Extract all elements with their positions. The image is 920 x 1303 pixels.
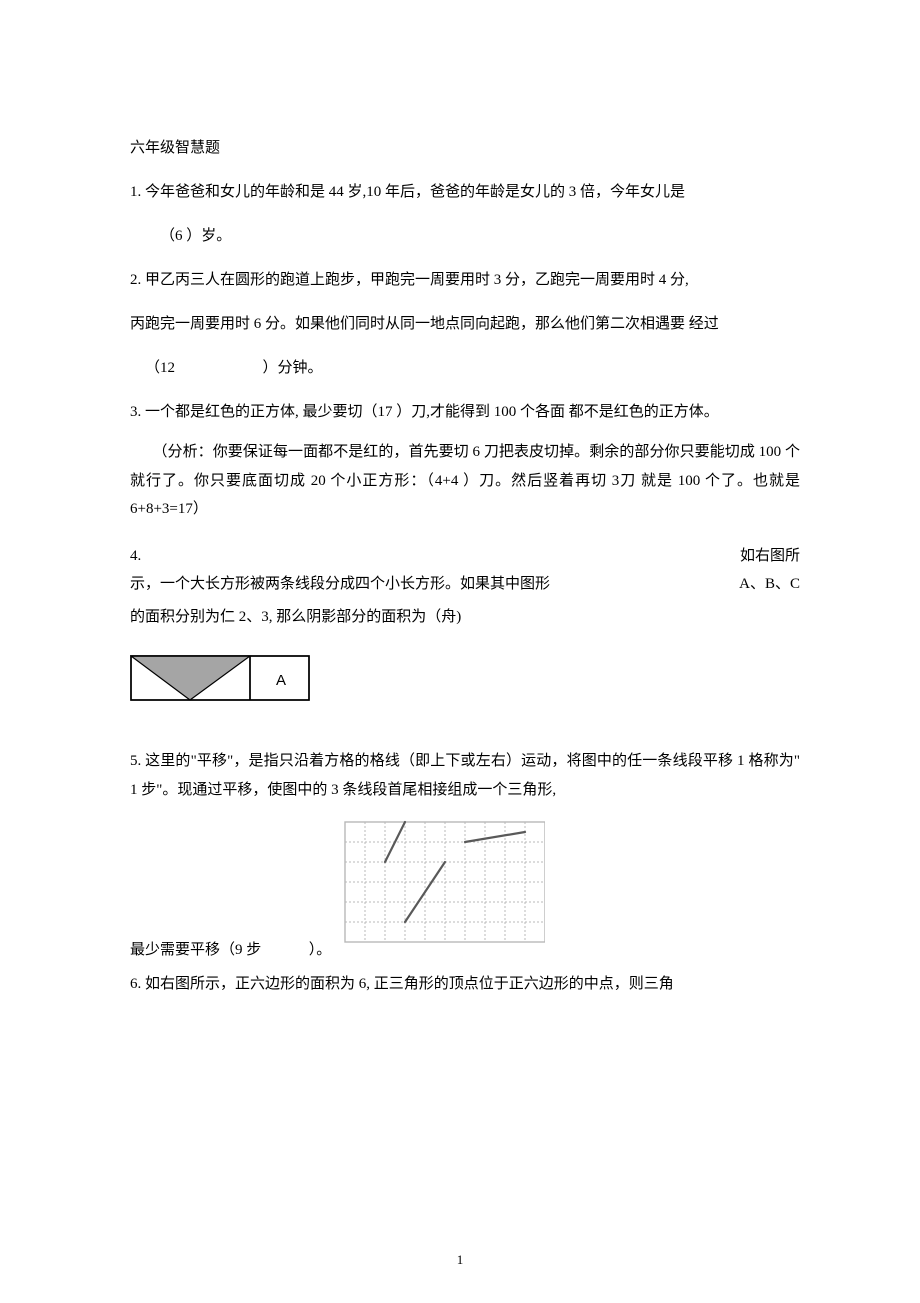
q1-line1: 1. 今年爸爸和女儿的年龄和是 44 岁,10 年后，爸爸的年龄是女儿的 3 倍… xyxy=(130,174,800,210)
document-page: 六年级智慧题 1. 今年爸爸和女儿的年龄和是 44 岁,10 年后，爸爸的年龄是… xyxy=(0,0,920,1303)
q2-ans-open: （12 xyxy=(145,360,175,376)
q4-left1: 4. xyxy=(130,548,141,564)
q4-right1: 如右图所 xyxy=(740,542,800,571)
q5-line1: 5. 这里的"平移"，是指只沿着方格的格线（即上下或左右）运动，将图中的任一条线… xyxy=(130,747,800,804)
q2-line1: 2. 甲乙丙三人在圆形的跑道上跑步，甲跑完一周要用时 3 分，乙跑完一周要用时 … xyxy=(130,262,800,298)
q3-analysis: （分析：你要保证每一面都不是红的，首先要切 6 刀把表皮切掉。剩余的部分你只要能… xyxy=(130,438,800,524)
doc-title: 六年级智慧题 xyxy=(130,130,800,166)
q5-ans-close: ）。 xyxy=(309,942,332,958)
q5-svg xyxy=(335,812,545,954)
q4-block: 4. 如右图所 示，一个大长方形被两条线段分成四个小长方形。如果其中图形 A、B… xyxy=(130,542,800,632)
q2-line3: （12 ）分钟。 xyxy=(130,350,800,386)
q5-ans: 最少需要平移（9 步 ）。 xyxy=(130,932,331,968)
q4-figure: A xyxy=(130,655,310,715)
q4-left2: 示，一个大长方形被两条线段分成四个小长方形。如果其中图形 xyxy=(130,576,550,592)
q5-ans-open: 最少需要平移（9 步 xyxy=(130,942,261,958)
q4-right2: A、B、C xyxy=(739,570,800,599)
page-number: 1 xyxy=(0,1244,920,1275)
q5-row: 最少需要平移（9 步 ）。 xyxy=(130,812,800,968)
q4-svg: A xyxy=(130,655,310,701)
q2-line2: 丙跑完一周要用时 6 分。如果他们同时从同一地点同向起跑，那么他们第二次相遇要 … xyxy=(130,306,800,342)
svg-text:A: A xyxy=(276,672,286,689)
q2-ans-close: ）分钟。 xyxy=(263,360,323,376)
q5-figure xyxy=(335,812,545,968)
q3-line1: 3. 一个都是红色的正方体, 最少要切（17 ）刀,才能得到 100 个各面 都… xyxy=(130,394,800,430)
q1-line2: （6 ）岁。 xyxy=(130,218,800,254)
q4-figure-row: A xyxy=(130,655,800,715)
q6-line1: 6. 如右图所示，正六边形的面积为 6, 正三角形的顶点位于正六边形的中点，则三… xyxy=(130,970,800,999)
q4-line3: 的面积分别为仁 2、3, 那么阴影部分的面积为（舟) xyxy=(130,603,800,632)
